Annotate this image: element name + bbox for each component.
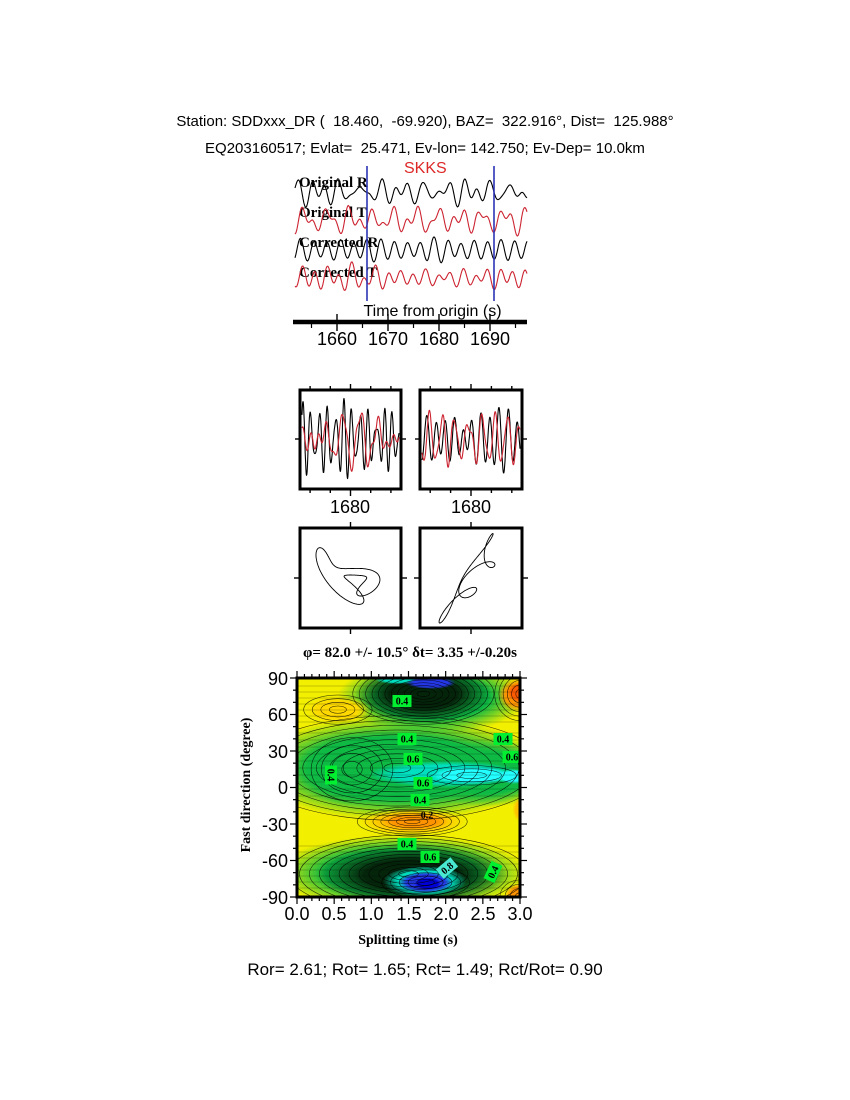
svg-text:0.4: 0.4 bbox=[396, 697, 409, 708]
footer-stats: Ror= 2.61; Rot= 1.65; Rct= 1.49; Rct/Rot… bbox=[247, 960, 603, 979]
xtick-25: 2.5 bbox=[470, 904, 496, 924]
hodogram-curve bbox=[438, 533, 496, 624]
station-header-line1: Station: SDDxxx_DR ( 18.460, -69.920), B… bbox=[176, 113, 674, 130]
contour-frame bbox=[290, 671, 527, 904]
xtick-05: 0.5 bbox=[321, 904, 347, 924]
time-tick-1670: 1670 bbox=[367, 329, 409, 349]
box-trace-red bbox=[301, 412, 400, 472]
svg-text:0.4: 0.4 bbox=[401, 840, 414, 851]
time-tick-1690: 1690 bbox=[469, 329, 511, 349]
xtick-20: 2.0 bbox=[433, 904, 459, 924]
trace-0 bbox=[294, 178, 528, 208]
trace-label-corrected-t: Corrected T bbox=[299, 265, 378, 281]
box-trace-red bbox=[421, 409, 521, 468]
trace-1 bbox=[294, 204, 528, 237]
ytick-m30: -30 bbox=[261, 815, 288, 835]
contour-level-label: 0.2 bbox=[421, 811, 434, 822]
contour-ylabel: Fast direction (degree) bbox=[239, 717, 254, 853]
contour-level-label: 0.4 bbox=[325, 765, 337, 785]
contour-fill bbox=[298, 679, 519, 896]
time-axis-label: Time from origin (s) bbox=[363, 303, 502, 320]
contour-title: φ= 82.0 +/- 10.5° δt= 3.35 +/-0.20s bbox=[303, 645, 517, 661]
ytick-m90: -90 bbox=[261, 888, 288, 908]
hodogram-curve bbox=[315, 547, 381, 605]
event-header-line2: EQ203160517; Evlat= 25.471, Ev-lon= 142.… bbox=[205, 140, 645, 157]
svg-text:0.6: 0.6 bbox=[424, 853, 437, 864]
xtick-00: 0.0 bbox=[284, 904, 310, 924]
box-tick-right: 1680 bbox=[450, 497, 492, 517]
contour-level-label: 0.4 bbox=[397, 838, 417, 851]
ytick-60: 60 bbox=[267, 705, 288, 725]
xtick-30: 3.0 bbox=[507, 904, 533, 924]
trace-3 bbox=[294, 261, 528, 291]
svg-text:0.4: 0.4 bbox=[486, 864, 501, 880]
contour-level-label: 0.6 bbox=[413, 777, 433, 790]
ytick-30: 30 bbox=[267, 742, 288, 762]
svg-text:0.6: 0.6 bbox=[407, 755, 420, 766]
svg-text:0.4: 0.4 bbox=[497, 735, 510, 746]
svg-text:0.4: 0.4 bbox=[401, 735, 414, 746]
phase-pick-label: SKKS bbox=[404, 160, 447, 177]
contour-level-label: 0.6 bbox=[502, 751, 519, 764]
box-tick-left: 1680 bbox=[329, 497, 371, 517]
particle-motion-right bbox=[414, 522, 528, 634]
waveform-traces-panel bbox=[293, 166, 528, 331]
svg-text:0.2: 0.2 bbox=[421, 811, 434, 822]
box-trace-black bbox=[301, 397, 400, 480]
contour-level-label: 0.6 bbox=[420, 851, 440, 864]
svg-text:0.6: 0.6 bbox=[506, 753, 519, 764]
particle-motion-left bbox=[294, 522, 407, 634]
misfit-contour-panel: 0.40.40.4 0.40.6 0.60.60.40.20.40.60.8 0.4 bbox=[290, 671, 527, 904]
ytick-0: 0 bbox=[277, 778, 288, 798]
time-tick-1660: 1660 bbox=[316, 329, 358, 349]
svg-text:0.4: 0.4 bbox=[325, 769, 336, 782]
svg-text:0.6: 0.6 bbox=[417, 779, 430, 790]
ytick-90: 90 bbox=[267, 669, 288, 689]
contour-level-label: 0.4 bbox=[397, 733, 417, 746]
trace-2 bbox=[294, 236, 528, 264]
trace-label-original-r: Original R bbox=[299, 175, 368, 191]
box-trace-black bbox=[421, 406, 521, 474]
windowed-waveform-box-left bbox=[295, 384, 406, 496]
contour-level-label: 0.4 bbox=[410, 794, 430, 807]
xtick-10: 1.0 bbox=[358, 904, 384, 924]
contour-labels: 0.40.40.4 0.40.6 0.60.60.40.20.40.60.8 0.4 bbox=[325, 695, 519, 884]
ytick-m60: -60 bbox=[261, 851, 288, 871]
time-tick-1680: 1680 bbox=[418, 329, 460, 349]
contour-level-label: 0.4 bbox=[392, 695, 412, 708]
contour-xlabel: Splitting time (s) bbox=[358, 933, 458, 948]
svg-text:0.4: 0.4 bbox=[414, 796, 427, 807]
contour-level-label: 0.4 bbox=[483, 860, 503, 884]
contour-level-label: 0.4 bbox=[493, 733, 513, 746]
xtick-15: 1.5 bbox=[396, 904, 422, 924]
contour-level-label: 0.6 bbox=[403, 753, 423, 766]
windowed-waveform-box-right bbox=[415, 384, 527, 496]
